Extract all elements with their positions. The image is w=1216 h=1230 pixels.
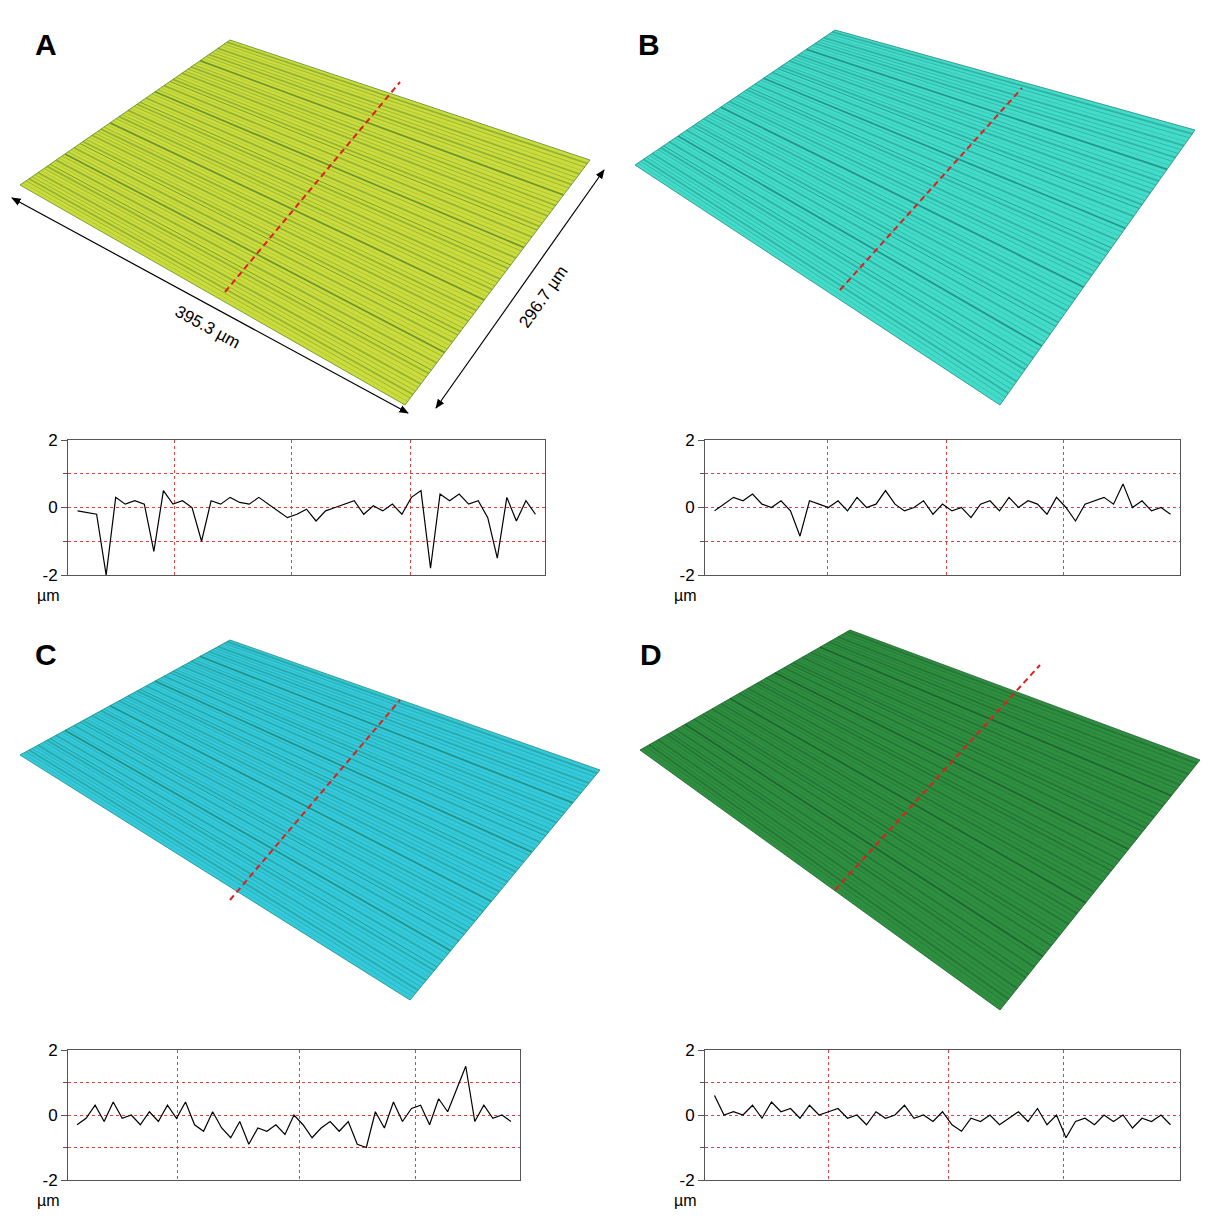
- svg-text:µm: µm: [674, 1192, 697, 1209]
- svg-text:2: 2: [48, 1041, 57, 1060]
- svg-text:C: C: [35, 638, 57, 671]
- svg-text:0: 0: [685, 498, 694, 517]
- svg-text:395.3 µm: 395.3 µm: [172, 302, 244, 353]
- svg-text:296.7 µm: 296.7 µm: [515, 262, 572, 331]
- svg-text:-2: -2: [42, 1171, 57, 1190]
- svg-text:A: A: [35, 28, 57, 61]
- svg-text:µm: µm: [37, 587, 60, 604]
- svg-text:2: 2: [685, 1041, 694, 1060]
- svg-text:-2: -2: [42, 566, 57, 585]
- svg-text:2: 2: [685, 431, 694, 450]
- svg-text:B: B: [638, 28, 660, 61]
- svg-text:0: 0: [685, 1106, 694, 1125]
- svg-text:-2: -2: [679, 1171, 694, 1190]
- svg-text:µm: µm: [37, 1192, 60, 1209]
- svg-text:-2: -2: [679, 566, 694, 585]
- svg-text:µm: µm: [674, 587, 697, 604]
- svg-text:0: 0: [48, 498, 57, 517]
- svg-text:D: D: [640, 638, 662, 671]
- svg-text:0: 0: [48, 1106, 57, 1125]
- svg-text:2: 2: [48, 431, 57, 450]
